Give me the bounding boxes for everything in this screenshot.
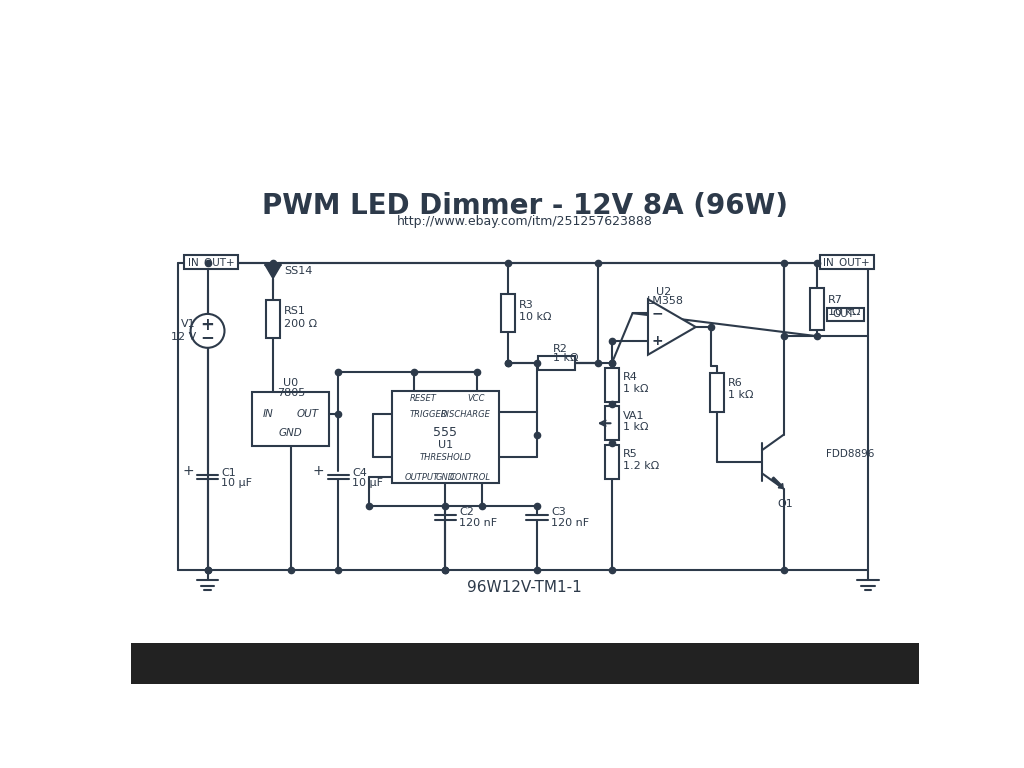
Bar (605, 445, 618, 478)
Text: 1 kΩ: 1 kΩ (623, 422, 648, 432)
Text: PWM LED Dimmer - 12V 8A (96W): PWM LED Dimmer - 12V 8A (96W) (262, 192, 787, 220)
Text: VA1: VA1 (623, 411, 644, 421)
Text: GND: GND (436, 472, 455, 482)
Bar (819, 256, 873, 270)
Text: 10 µF: 10 µF (221, 478, 253, 488)
Text: U0: U0 (284, 378, 298, 388)
Text: R2: R2 (553, 344, 567, 354)
Circle shape (190, 314, 224, 348)
Text: IN_OUT+: IN_OUT+ (823, 257, 870, 268)
Text: FDD8896: FDD8896 (826, 449, 874, 459)
Text: R6: R6 (728, 378, 742, 388)
Text: C3: C3 (551, 507, 565, 517)
Text: +: + (182, 464, 194, 478)
Text: IN_OUT+: IN_OUT+ (188, 257, 234, 268)
Text: 96W12V-TM1-1: 96W12V-TM1-1 (467, 580, 583, 594)
Text: 1 kΩ: 1 kΩ (553, 353, 578, 362)
Text: 120 nF: 120 nF (460, 518, 498, 528)
Text: CONTROL: CONTROL (450, 472, 490, 482)
Bar (826, 308, 863, 321)
Text: RS1: RS1 (284, 306, 306, 316)
Text: SS14: SS14 (284, 266, 312, 276)
Text: U1: U1 (438, 440, 453, 450)
Text: GND: GND (279, 429, 303, 439)
Polygon shape (648, 300, 695, 355)
Text: LM358: LM358 (646, 296, 683, 306)
Text: THRESHOLD: THRESHOLD (420, 452, 471, 462)
Text: 200 Ω: 200 Ω (284, 319, 316, 329)
Bar (501, 294, 515, 333)
Text: DISCHARGE: DISCHARGE (441, 409, 490, 419)
Bar (252, 392, 330, 446)
Text: R7: R7 (828, 295, 843, 305)
Text: C1: C1 (221, 468, 237, 478)
Text: 10 kΩ: 10 kΩ (518, 312, 551, 322)
Text: —∼► LAB: —∼► LAB (150, 661, 221, 675)
Text: −: − (201, 328, 214, 346)
Text: 120 nF: 120 nF (551, 518, 589, 528)
Text: 10 kΩ: 10 kΩ (828, 306, 861, 316)
Text: CIRCUIT: CIRCUIT (150, 647, 218, 662)
Bar (131, 644, 920, 684)
Text: −: − (651, 306, 664, 320)
FancyArrow shape (772, 477, 783, 488)
Text: C4: C4 (352, 468, 368, 478)
Text: serisman / PWM LED Dimmer - 12V 8A (96W): serisman / PWM LED Dimmer - 12V 8A (96W) (281, 647, 562, 660)
Text: 1.2 kΩ: 1.2 kΩ (623, 461, 658, 471)
Text: IN: IN (263, 409, 273, 419)
Bar (605, 368, 618, 402)
Text: U2: U2 (655, 286, 671, 296)
Text: Q1: Q1 (777, 499, 794, 509)
Text: +: + (313, 464, 325, 478)
Text: http://circuitlab.com/cc8m48y: http://circuitlab.com/cc8m48y (281, 661, 469, 674)
Text: R3: R3 (518, 300, 534, 310)
Bar (392, 391, 499, 483)
Text: OUTPUT: OUTPUT (404, 472, 439, 482)
Text: R4: R4 (623, 372, 638, 382)
Text: V1: V1 (181, 319, 196, 329)
Text: 1 kΩ: 1 kΩ (728, 390, 754, 400)
Text: TRIGGER: TRIGGER (410, 409, 446, 419)
Bar (538, 356, 574, 370)
Text: 555: 555 (433, 426, 458, 439)
Bar (810, 288, 824, 330)
Text: +: + (201, 316, 214, 335)
Text: +: + (651, 334, 664, 348)
Bar (266, 300, 280, 338)
Bar (711, 373, 724, 412)
Text: OUT: OUT (296, 409, 318, 419)
Text: RESET: RESET (410, 394, 436, 403)
Bar (605, 406, 618, 440)
Bar (184, 256, 239, 270)
Text: 12 V: 12 V (171, 332, 196, 342)
Text: 1 kΩ: 1 kΩ (623, 383, 648, 394)
Text: R5: R5 (623, 449, 637, 459)
Polygon shape (265, 266, 281, 279)
Text: VCC: VCC (467, 394, 484, 403)
Text: OUT-: OUT- (833, 310, 857, 319)
Text: http://www.ebay.com/itm/251257623888: http://www.ebay.com/itm/251257623888 (397, 215, 652, 228)
Text: C2: C2 (460, 507, 474, 517)
Text: 7805: 7805 (276, 389, 305, 399)
Text: 10 µF: 10 µF (352, 478, 383, 488)
